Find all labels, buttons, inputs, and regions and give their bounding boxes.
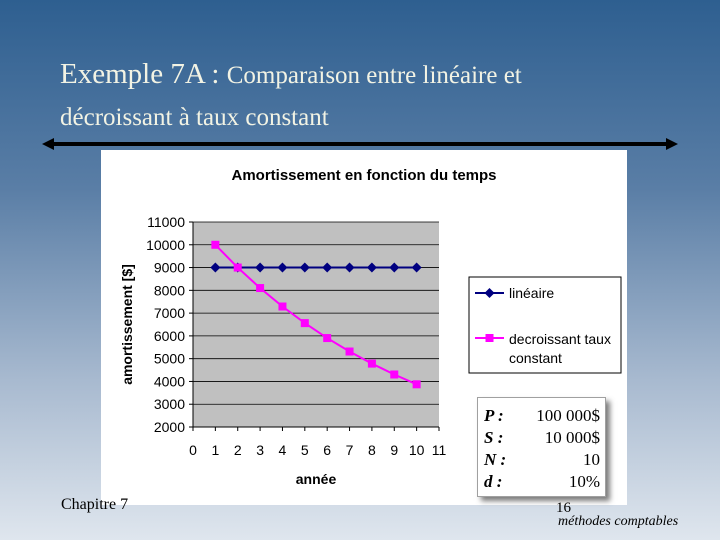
slide-title-line2: décroissant à taux constant [60,104,329,131]
parameters-box: P : 100 000$ S : 10 000$ N : 10 d : 10% [477,397,606,497]
x-tick-label: 0 [189,442,197,458]
data-point [412,380,421,389]
x-tick-label: 1 [211,442,219,458]
y-tick-label: 4000 [154,373,185,389]
plot-area [193,222,439,427]
y-axis-label: amortissement [$] [119,264,135,385]
param-key: S : [484,428,504,447]
data-point [210,262,221,273]
y-tick-label: 3000 [154,396,185,412]
param-value: 100 000$ [536,406,600,425]
data-point [345,347,354,356]
x-tick-label: 6 [323,442,331,458]
data-point [277,262,288,273]
param-key: d : [484,472,503,491]
data-point [344,262,355,273]
x-tick-label: 10 [409,442,425,458]
data-point [300,319,309,328]
data-point [299,262,310,273]
param-key: P : [484,406,504,425]
legend-label-declining-line1: decroissant taux [509,331,611,347]
x-tick-label: 4 [279,442,287,458]
x-tick-label: 2 [234,442,242,458]
footer-course: méthodes comptables [558,514,679,529]
x-tick-label: 5 [301,442,309,458]
data-point [233,263,242,272]
data-point [390,370,399,379]
slide-title-rest: Comparaison entre linéaire et [226,62,522,89]
data-point [322,262,333,273]
param-value: 10% [568,472,600,491]
footer-chapter: Chapitre 7 [61,496,129,513]
x-tick-label: 11 [432,442,447,458]
data-point [278,302,287,311]
data-point [367,359,376,368]
data-point [389,262,400,273]
slide-title: Exemple 7A : Comparaison entre linéaire … [60,54,700,138]
data-point [411,262,422,273]
y-tick-label: 6000 [154,328,185,344]
param-row-d: d : 10% [484,472,600,494]
param-value: 10 [583,450,600,469]
legend-label-declining-line2: constant [509,350,562,366]
param-row-s: S : 10 000$ [484,428,600,450]
x-tick-label: 3 [256,442,264,458]
y-tick-label: 9000 [154,260,185,276]
x-tick-label: 7 [346,442,354,458]
y-tick-label: 11000 [147,214,185,230]
legend-marker-declining [485,334,494,342]
data-point [256,284,265,293]
legend-label-linear: linéaire [509,285,554,301]
y-tick-label: 10000 [146,237,185,253]
y-tick-label: 2000 [154,419,185,435]
data-point [323,334,332,343]
x-axis-label: année [296,471,337,487]
legend-marker-linear [484,288,495,298]
series-line-2 [214,244,418,386]
data-point [211,240,220,249]
x-tick-label: 8 [368,442,376,458]
slide-title-main: Exemple 7A : [60,58,227,90]
param-value: 10 000$ [544,428,600,447]
y-tick-label: 7000 [154,305,185,321]
x-tick-label: 9 [390,442,398,458]
y-tick-label: 8000 [154,282,185,298]
footer-page-number: 16 [556,500,571,516]
y-tick-label: 5000 [154,351,185,367]
param-row-p: P : 100 000$ [484,406,600,428]
title-divider [42,138,678,150]
param-row-n: N : 10 [484,450,600,472]
chart-title: Amortissement en fonction du temps [231,167,496,184]
param-key: N : [484,450,507,469]
data-point [366,262,377,273]
data-point [255,262,266,273]
chart-container: Amortissement en fonction du temps 2000 30… [101,150,627,505]
amortization-chart: Amortissement en fonction du temps200030… [119,167,622,487]
